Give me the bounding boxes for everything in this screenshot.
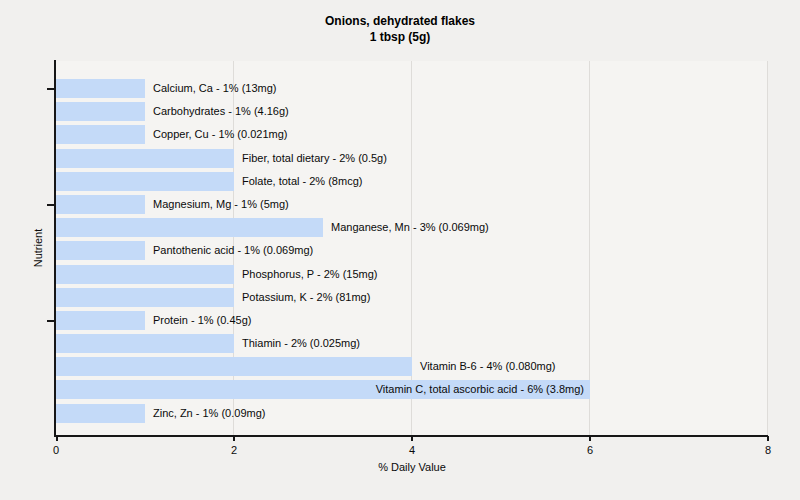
bar-vitamin-b-6 xyxy=(56,357,412,376)
bar-label: Vitamin B-6 - 4% (0.080mg) xyxy=(420,355,556,378)
x-axis-label: % Daily Value xyxy=(56,461,768,473)
bar-label: Thiamin - 2% (0.025mg) xyxy=(242,332,360,355)
bar-phosphorus-p xyxy=(56,265,234,284)
bar-label: Protein - 1% (0.45g) xyxy=(153,309,251,332)
bar-row: Folate, total - 2% (8mcg) xyxy=(56,170,768,193)
bar-carbohydrates xyxy=(56,102,145,121)
bar-fiber-total-dietary xyxy=(56,149,234,168)
x-tick-label-4: 4 xyxy=(409,444,415,456)
bar-folate-total xyxy=(56,172,234,191)
bar-row: Pantothenic acid - 1% (0.069mg) xyxy=(56,239,768,262)
bar-row: Thiamin - 2% (0.025mg) xyxy=(56,332,768,355)
bar-row: Calcium, Ca - 1% (13mg) xyxy=(56,77,768,100)
bar-potassium-k xyxy=(56,288,234,307)
bar-copper-cu xyxy=(56,125,145,144)
bar-row: Vitamin C, total ascorbic acid - 6% (3.8… xyxy=(56,378,768,401)
bar-manganese-mn xyxy=(56,218,323,237)
bar-label: Vitamin C, total ascorbic acid - 6% (3.8… xyxy=(376,378,584,401)
bar-row: Fiber, total dietary - 2% (0.5g) xyxy=(56,147,768,170)
bar-label: Carbohydrates - 1% (4.16g) xyxy=(153,100,289,123)
y-axis-label: Nutrient xyxy=(32,229,44,268)
x-tick-label-8: 8 xyxy=(765,444,771,456)
bar-label: Calcium, Ca - 1% (13mg) xyxy=(153,77,276,100)
bar-label: Copper, Cu - 1% (0.021mg) xyxy=(153,123,288,146)
bar-label: Folate, total - 2% (8mcg) xyxy=(242,170,362,193)
x-tick-label-2: 2 xyxy=(231,444,237,456)
x-tick-label-0: 0 xyxy=(53,444,59,456)
bar-label: Zinc, Zn - 1% (0.09mg) xyxy=(153,402,265,425)
bar-magnesium-mg xyxy=(56,195,145,214)
bar-row: Protein - 1% (0.45g) xyxy=(56,309,768,332)
bars-container: Calcium, Ca - 1% (13mg)Carbohydrates - 1… xyxy=(56,77,768,425)
bar-row: Manganese, Mn - 3% (0.069mg) xyxy=(56,216,768,239)
bar-row: Zinc, Zn - 1% (0.09mg) xyxy=(56,402,768,425)
bar-row: Magnesium, Mg - 1% (5mg) xyxy=(56,193,768,216)
bar-row: Potassium, K - 2% (81mg) xyxy=(56,286,768,309)
x-axis-line xyxy=(54,435,768,437)
bar-label: Magnesium, Mg - 1% (5mg) xyxy=(153,193,289,216)
bar-row: Phosphorus, P - 2% (15mg) xyxy=(56,263,768,286)
nutrition-bar-chart: Onions, dehydrated flakes 1 tbsp (5g) Nu… xyxy=(0,0,800,500)
bar-label: Phosphorus, P - 2% (15mg) xyxy=(242,263,378,286)
bar-calcium-ca xyxy=(56,79,145,98)
chart-title: Onions, dehydrated flakes 1 tbsp (5g) xyxy=(0,13,800,45)
bar-zinc-zn xyxy=(56,404,145,423)
bar-label: Potassium, K - 2% (81mg) xyxy=(242,286,370,309)
bar-row: Carbohydrates - 1% (4.16g) xyxy=(56,100,768,123)
bar-row: Vitamin B-6 - 4% (0.080mg) xyxy=(56,355,768,378)
bar-row: Copper, Cu - 1% (0.021mg) xyxy=(56,123,768,146)
x-tick-label-6: 6 xyxy=(587,444,593,456)
bar-thiamin xyxy=(56,334,234,353)
bar-label: Manganese, Mn - 3% (0.069mg) xyxy=(331,216,489,239)
bar-label: Fiber, total dietary - 2% (0.5g) xyxy=(242,147,387,170)
y-axis-line xyxy=(54,60,56,437)
bar-protein xyxy=(56,311,145,330)
bar-pantothenic-acid xyxy=(56,241,145,260)
chart-title-line1: Onions, dehydrated flakes xyxy=(0,13,800,29)
chart-title-line2: 1 tbsp (5g) xyxy=(0,29,800,45)
plot-area: Calcium, Ca - 1% (13mg)Carbohydrates - 1… xyxy=(56,61,768,436)
bar-label: Pantothenic acid - 1% (0.069mg) xyxy=(153,239,313,262)
